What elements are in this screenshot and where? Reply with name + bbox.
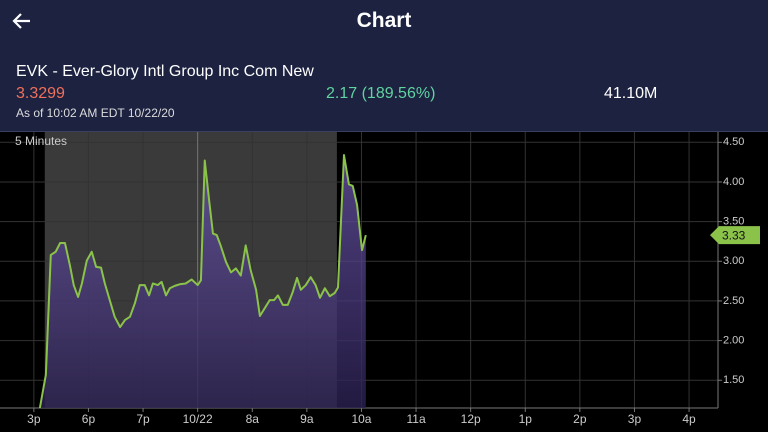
x-tick-label: 8a bbox=[246, 412, 260, 426]
stock-volume: 41.10M bbox=[604, 85, 658, 102]
chart: 1.50 2.00 2.50 3.00 3.50 4.00 4.50 3p 6p 7p 10/22 8… bbox=[0, 132, 760, 426]
x-tick-label: 7p bbox=[136, 412, 150, 426]
x-tick-label: 9a bbox=[300, 412, 314, 426]
y-tick-label: 2.00 bbox=[723, 334, 744, 346]
header: Chart EVK - Ever-Glory Intl Group Inc Co… bbox=[0, 0, 768, 132]
price-line bbox=[38, 154, 367, 409]
x-tick-label: 4p bbox=[682, 412, 696, 426]
stock-change: 2.17 (189.56%) bbox=[326, 85, 436, 102]
x-tick-label: 2p bbox=[573, 412, 587, 426]
x-tick-label: 3p bbox=[628, 412, 642, 426]
x-tick-label: 11a bbox=[406, 412, 425, 426]
y-tick-label: 3.50 bbox=[723, 216, 744, 228]
interval-label: 5 Minutes bbox=[15, 134, 67, 148]
y-tick-label: 1.50 bbox=[723, 374, 744, 386]
x-tick-label: 12p bbox=[461, 412, 481, 426]
y-tick-label: 4.00 bbox=[723, 176, 744, 188]
price-tag bbox=[710, 226, 760, 245]
page-title: Chart bbox=[356, 9, 412, 32]
x-tick-label: 10a bbox=[351, 412, 371, 426]
back-arrow bbox=[12, 13, 30, 29]
price-area bbox=[39, 155, 366, 408]
x-tick-label: 3p bbox=[27, 412, 41, 426]
y-tick-label: 3.00 bbox=[723, 255, 744, 267]
back-button[interactable] bbox=[8, 6, 38, 36]
y-tick-label: 4.50 bbox=[723, 136, 744, 148]
stock-name: EVK - Ever-Glory Intl Group Inc Com New bbox=[16, 63, 314, 80]
stock-price: 3.3299 bbox=[16, 85, 65, 102]
x-tick-label: 1p bbox=[519, 412, 533, 426]
x-tick-label: 10/22 bbox=[183, 412, 213, 426]
as-of: As of 10:02 AM EDT 10/22/20 bbox=[16, 106, 175, 120]
y-tick-label: 2.50 bbox=[723, 295, 744, 307]
x-tick-label: 6p bbox=[82, 412, 96, 426]
price-tag-label: 3.33 bbox=[722, 228, 746, 242]
